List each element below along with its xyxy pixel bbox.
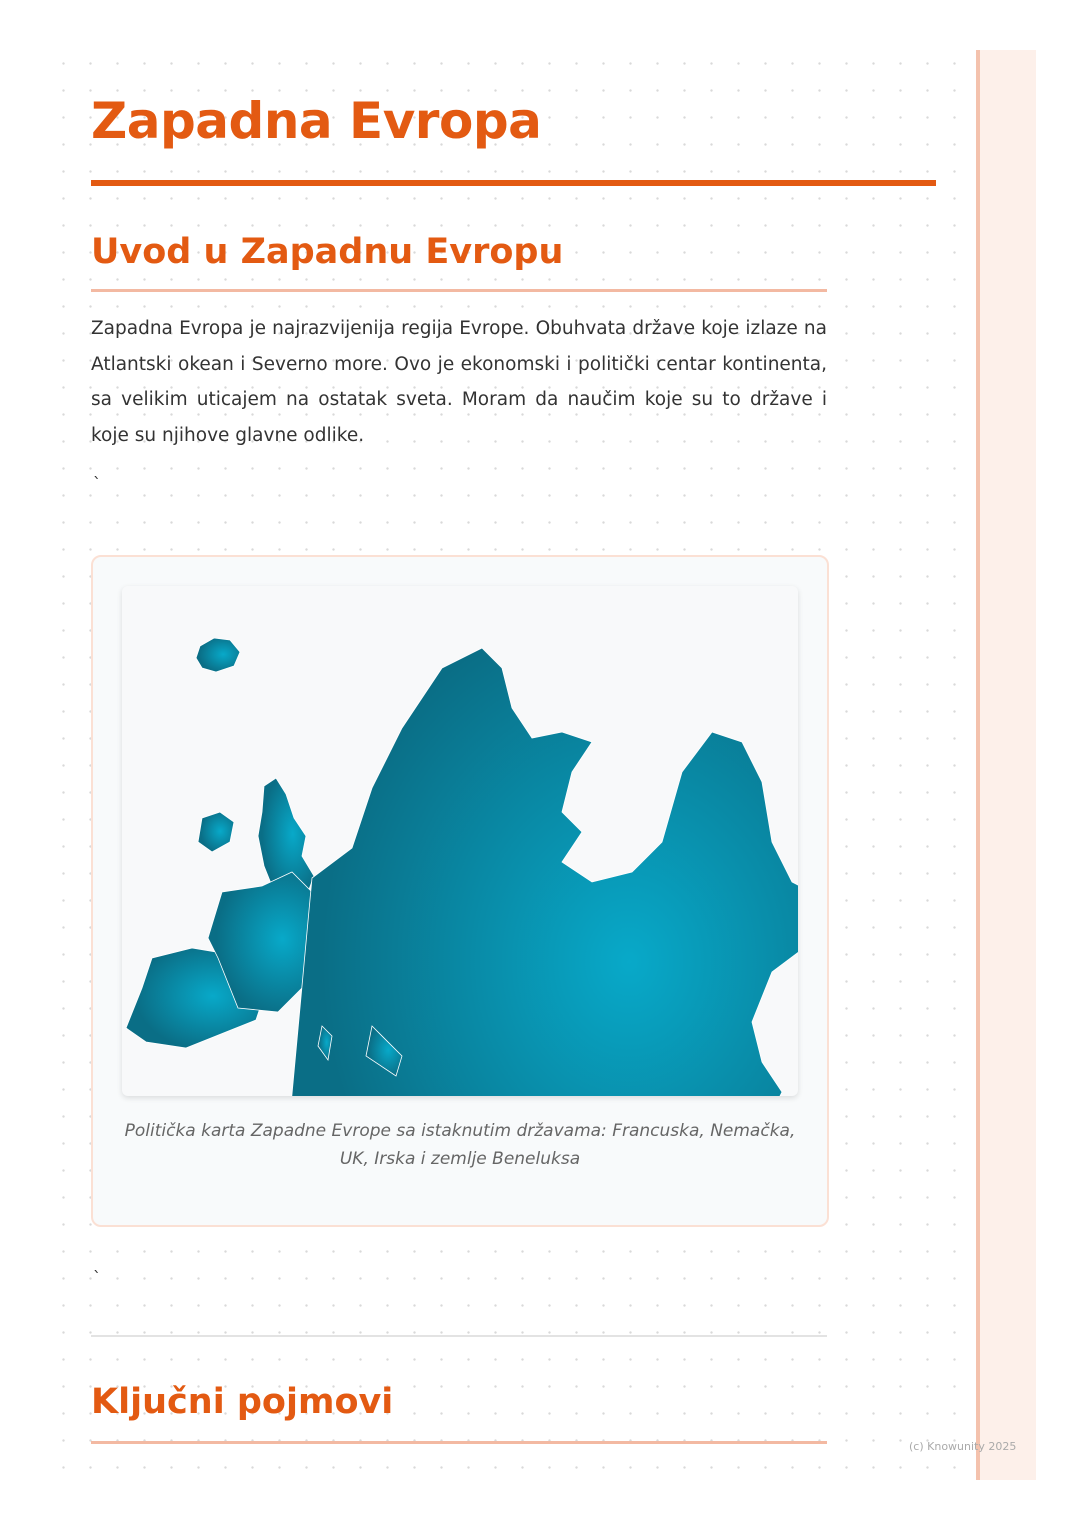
page-title: Zapadna Evropa (91, 92, 542, 150)
stray-mark: ` (93, 1268, 101, 1287)
title-underline (91, 180, 936, 186)
section-heading-underline (91, 1441, 827, 1444)
section-heading-underline (91, 289, 827, 292)
page-margin-strip (976, 50, 1036, 1480)
intro-paragraph: Zapadna Evropa je najrazvijenija regija … (91, 318, 827, 446)
stray-mark: ` (93, 474, 101, 493)
map-figure: Politička karta Zapadne Evrope sa istakn… (91, 555, 843, 1303)
section-heading-intro: Uvod u Zapadnu Evropu (91, 232, 564, 272)
europe-map-icon (125, 637, 843, 1303)
map-image (122, 586, 843, 1303)
map-caption: Politička karta Zapadne Evrope sa istakn… (124, 1121, 796, 1169)
section-heading-key-terms: Ključni pojmovi (91, 1382, 394, 1422)
section-divider (91, 1335, 827, 1337)
copyright-footer: (c) Knowunity 2025 (909, 1440, 1017, 1453)
